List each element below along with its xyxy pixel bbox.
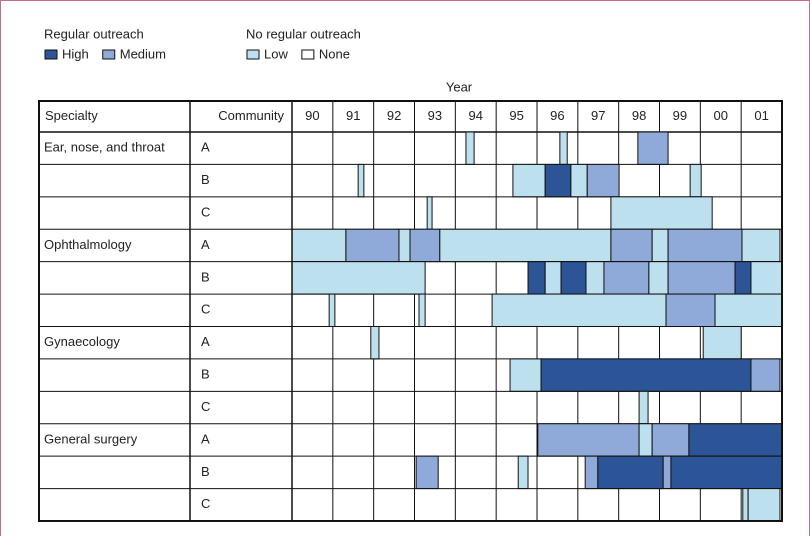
community-label: B [201,269,210,284]
outreach-segment [509,358,542,392]
community-label: A [201,334,210,349]
legend-label: None [319,46,350,61]
outreach-segment [662,455,672,490]
year-label: 00 [714,108,728,123]
specialty-label: General surgery [44,431,138,446]
outreach-segment [491,293,667,328]
x-axis-label: Year [446,79,473,94]
outreach-segment [742,488,749,522]
outreach-segment [415,455,439,490]
community-label: C [201,399,210,414]
outreach-segment [750,358,781,392]
legend-title: No regular outreach [246,26,361,41]
outreach-segment [586,163,620,198]
outreach-segment [345,228,400,263]
outreach-segment [651,228,669,263]
year-label: 98 [632,108,646,123]
year-label: 92 [387,108,401,123]
outreach-segment [667,228,743,263]
outreach-segment [714,293,783,328]
outreach-segment [637,131,669,165]
outreach-segment [741,228,781,263]
legend-swatch [246,49,260,60]
legend-swatch [44,49,58,60]
outreach-segment [560,261,587,295]
outreach-segment [651,423,690,457]
legend-swatch [102,49,116,60]
outreach-segment [648,261,669,295]
year-label: 91 [346,108,360,123]
community-label: B [201,464,210,479]
year-label: 99 [673,108,687,123]
outreach-segment [667,261,736,295]
outreach-segment [688,423,783,457]
outreach-segment [418,293,426,328]
outreach-segment [291,228,347,263]
outreach-segment [734,261,752,295]
outreach-segment [540,358,752,392]
year-label: 01 [754,108,768,123]
year-label: 97 [591,108,605,123]
outreach-segment [537,423,640,457]
column-header: Specialty [45,108,98,123]
outreach-segment [670,455,783,490]
legend-label: Low [264,46,288,61]
community-label: A [201,431,210,446]
outreach-segment [544,163,572,198]
outreach-segment [665,293,716,328]
column-header: Community [218,108,284,123]
outreach-segment [689,163,702,198]
community-label: C [201,204,210,219]
community-label: A [201,237,210,252]
outreach-segment [702,326,742,360]
specialty-label: Gynaecology [44,334,120,349]
legend-label: High [62,46,89,61]
year-label: 95 [509,108,523,123]
outreach-segment [570,163,588,198]
outreach-segment [409,228,441,263]
outreach-segment [610,196,713,230]
community-label: C [201,302,210,317]
outreach-segment [585,261,605,295]
outreach-segment [597,455,664,490]
outreach-segment [370,326,380,360]
outreach-segment [357,163,365,198]
outreach-segment [638,423,653,457]
outreach-segment [544,261,562,295]
outreach-segment [426,196,433,230]
legend-title: Regular outreach [44,26,144,41]
legend-label: Medium [120,46,166,61]
community-label: B [201,367,210,382]
outreach-segment [603,261,650,295]
outreach-segment [559,131,568,165]
year-label: 94 [469,108,483,123]
outreach-segment [512,163,546,198]
year-label: 93 [428,108,442,123]
outreach-segment [398,228,411,263]
year-label: 90 [305,108,319,123]
specialty-label: Ear, nose, and throat [44,140,165,155]
outreach-segment [527,261,546,295]
outreach-segment [638,390,649,425]
outreach-segment [750,261,783,295]
legend-swatch [301,49,315,60]
community-label: C [201,496,210,511]
specialty-label: Ophthalmology [44,237,132,252]
outreach-segment [517,455,529,490]
community-label: B [201,172,210,187]
outreach-segment [328,293,336,328]
outreach-segment [610,228,653,263]
table-border [38,100,783,522]
outreach-segment [465,131,475,165]
year-label: 96 [550,108,564,123]
outreach-segment [747,488,781,522]
outreach-segment [291,261,426,295]
outreach-segment [584,455,599,490]
community-label: A [201,140,210,155]
outreach-segment [439,228,612,263]
